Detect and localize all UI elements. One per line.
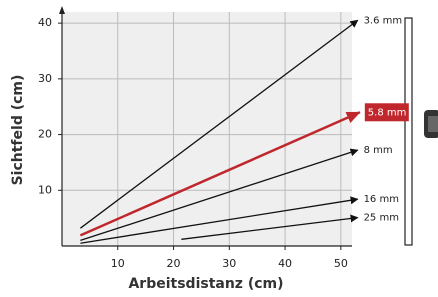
series-label: 3.6 mm [364,15,403,26]
y-tick-label: 20 [38,128,52,141]
series-label: 16 mm [364,194,399,205]
x-tick-label: 20 [167,257,181,270]
y-axis-label: Sichtfeld (cm) [10,75,26,186]
y-tick-label: 10 [38,183,52,196]
x-tick-label: 50 [334,257,348,270]
series-label: 5.8 mm [368,107,407,118]
x-tick-label: 30 [222,257,236,270]
bracket [405,18,412,245]
chart: Arbeitsdistanz (cm) Sichtfeld (cm) 10 20 3… [0,0,438,297]
lens-icon [424,110,438,138]
y-tick-label: 30 [38,72,52,85]
x-tick-label: 40 [278,257,292,270]
y-tick-label: 40 [38,16,52,29]
x-tick-label: 10 [111,257,125,270]
y-axis-arrow [59,6,65,14]
series-label: 8 mm [364,145,393,156]
x-axis-label: Arbeitsdistanz (cm) [128,276,283,292]
plot-area [62,12,352,246]
series-label: 25 mm [364,213,399,224]
